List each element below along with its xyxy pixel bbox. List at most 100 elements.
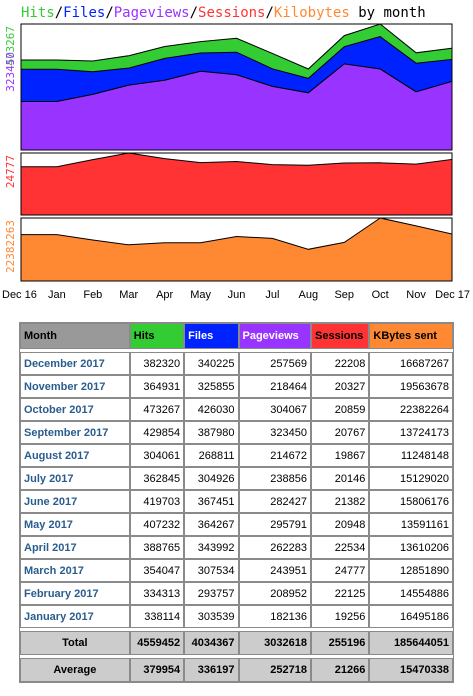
month-link[interactable]: September 2017 [20, 421, 130, 444]
month-link[interactable]: March 2017 [20, 559, 130, 582]
average-row: Average 379954 336197 252718 21266 15470338 [20, 658, 453, 682]
month-link[interactable]: July 2017 [20, 467, 130, 490]
table-cell: 367451 [184, 490, 239, 513]
summary-cell: 4034367 [184, 631, 239, 655]
table-cell: 20146 [311, 467, 370, 490]
table-cell: 20767 [311, 421, 370, 444]
month-link[interactable]: January 2017 [20, 605, 130, 628]
table-cell: 429854 [129, 421, 185, 444]
table-row: April 2017 388765 343992 262283 22534 1361020… [20, 536, 453, 559]
table-cell: 419703 [129, 490, 185, 513]
y-max-label: 473267 [4, 26, 17, 66]
x-tick-label: Oct [372, 289, 389, 301]
title-slash: / [105, 5, 114, 21]
table-cell: 20327 [311, 375, 370, 398]
table-header-row: Month Hits Files Pageviews Sessions KByt… [20, 323, 453, 349]
table-cell: 364267 [184, 513, 239, 536]
table-cell: 12851890 [369, 559, 453, 582]
month-link[interactable]: August 2017 [20, 444, 130, 467]
summary-cell: 15470338 [369, 658, 453, 682]
title-files: Files [63, 5, 106, 21]
table-cell: 15806176 [369, 490, 453, 513]
table-cell: 238856 [238, 467, 311, 490]
table-cell: 354047 [129, 559, 185, 582]
table-cell: 20948 [311, 513, 370, 536]
area-sessions [20, 152, 453, 216]
x-tick-label: Sep [334, 289, 354, 301]
table-cell: 282427 [238, 490, 311, 513]
x-tick-label: May [190, 289, 211, 301]
y-mid-label: 323450 [4, 52, 17, 92]
table-cell: 303539 [184, 605, 239, 628]
area-kilobytes [20, 217, 453, 282]
title-slash: / [54, 5, 64, 21]
table-cell: 21382 [311, 490, 370, 513]
table-cell: 20859 [311, 398, 370, 421]
table-row: February 2017 334313 293757 208952 22125 1455… [20, 582, 453, 605]
title-pageviews: Pageviews [113, 5, 190, 21]
table-cell: 295791 [238, 513, 311, 536]
table-cell: 325855 [184, 375, 239, 398]
month-link[interactable]: February 2017 [20, 582, 130, 605]
table-cell: 214672 [238, 444, 311, 467]
table-cell: 426030 [184, 398, 239, 421]
table-cell: 218464 [238, 375, 311, 398]
title-slash: / [189, 5, 199, 21]
table-row: June 2017 419703 367451 282427 21382 15806176 [20, 490, 453, 513]
summary-cell: 255196 [311, 631, 370, 655]
header-pageviews: Pageviews [238, 323, 311, 349]
month-link[interactable]: May 2017 [20, 513, 130, 536]
x-tick-label: Dec 16 [2, 289, 37, 301]
table-cell: 13610206 [369, 536, 453, 559]
table-cell: 13591161 [369, 513, 453, 536]
table-cell: 293757 [184, 582, 239, 605]
table-cell: 19867 [311, 444, 370, 467]
header-kbytes: KBytes sent [369, 323, 453, 349]
table-row: September 2017 429854 387980 323450 20767 137… [20, 421, 453, 444]
table-cell: 304061 [129, 444, 185, 467]
table-row: November 2017 364931 325855 218464 20327 1956… [20, 375, 453, 398]
table-cell: 387980 [184, 421, 239, 444]
table-cell: 15129020 [369, 467, 453, 490]
header-files: Files [184, 323, 239, 349]
month-link[interactable]: June 2017 [20, 490, 130, 513]
table-cell: 19256 [311, 605, 370, 628]
table-cell: 473267 [129, 398, 185, 421]
area-pageviews [20, 63, 453, 151]
total-row-label: Total [20, 631, 130, 655]
table-cell: 16687267 [369, 352, 453, 375]
header-hits: Hits [129, 323, 185, 349]
table-row: October 2017 473267 426030 304067 20859 22382… [20, 398, 453, 421]
month-link[interactable]: December 2017 [20, 352, 130, 375]
table-cell: 407232 [129, 513, 185, 536]
x-tick-label: Jan [48, 289, 66, 301]
month-link[interactable]: April 2017 [20, 536, 130, 559]
table-cell: 24777 [311, 559, 370, 582]
title-sessions: Sessions [198, 5, 266, 21]
table-cell: 13724173 [369, 421, 453, 444]
table-cell: 343992 [184, 536, 239, 559]
title-kilobytes: Kilobytes [273, 5, 350, 21]
table-cell: 257569 [238, 352, 311, 375]
x-tick-label: Dec 17 [435, 289, 470, 301]
table-row: January 2017 338114 303539 182136 19256 16495… [20, 605, 453, 628]
month-link[interactable]: October 2017 [20, 398, 130, 421]
table-cell: 307534 [184, 559, 239, 582]
title-suffix: by month [349, 5, 426, 21]
table-row: March 2017 354047 307534 243951 24777 1285189… [20, 559, 453, 582]
table-cell: 262283 [238, 536, 311, 559]
table-cell: 382320 [129, 352, 185, 375]
table-row: December 2017 382320 340225 257569 22208 1668… [20, 352, 453, 375]
header-month: Month [20, 323, 130, 349]
total-row: Total 4559452 4034367 3032618 255196 18564405… [20, 631, 453, 655]
x-tick-label: Mar [119, 289, 138, 301]
x-tick-label: Aug [299, 289, 319, 301]
month-link[interactable]: November 2017 [20, 375, 130, 398]
average-row-label: Average [20, 658, 130, 682]
chart-title: Hits/Files/Pageviews/Sessions/Kilobytes … [21, 4, 426, 22]
table-row: May 2017 407232 364267 295791 20948 13591161 [20, 513, 453, 536]
x-tick-label: Apr [156, 289, 173, 301]
table-cell: 338114 [129, 605, 185, 628]
x-tick-label: Jul [265, 289, 279, 301]
table-cell: 16495186 [369, 605, 453, 628]
